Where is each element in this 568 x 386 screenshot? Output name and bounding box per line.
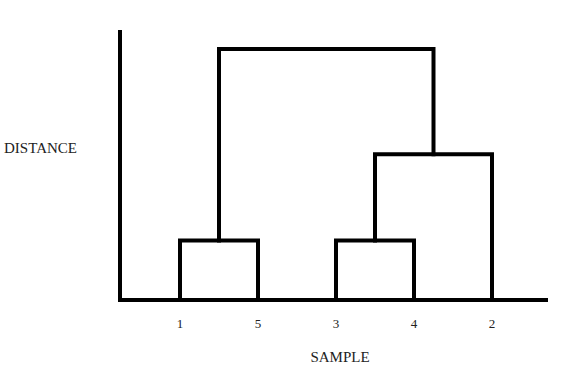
leaf-label: 3	[333, 316, 340, 331]
merge-link	[336, 241, 414, 300]
y-axis	[118, 30, 122, 302]
chart: 1 5 3 4 2 DISTANCE SAMPLE	[0, 0, 568, 386]
leaf-label: 1	[177, 316, 184, 331]
merge-link	[375, 154, 492, 300]
x-axis-label: SAMPLE	[310, 349, 369, 365]
merge-link	[219, 49, 434, 241]
merge-link	[180, 241, 258, 300]
leaf-label: 2	[489, 316, 496, 331]
leaf-label: 5	[255, 316, 262, 331]
dendrogram-links	[180, 49, 492, 300]
x-axis	[118, 298, 548, 302]
leaf-label: 4	[411, 316, 418, 331]
y-axis-label: DISTANCE	[4, 140, 77, 156]
